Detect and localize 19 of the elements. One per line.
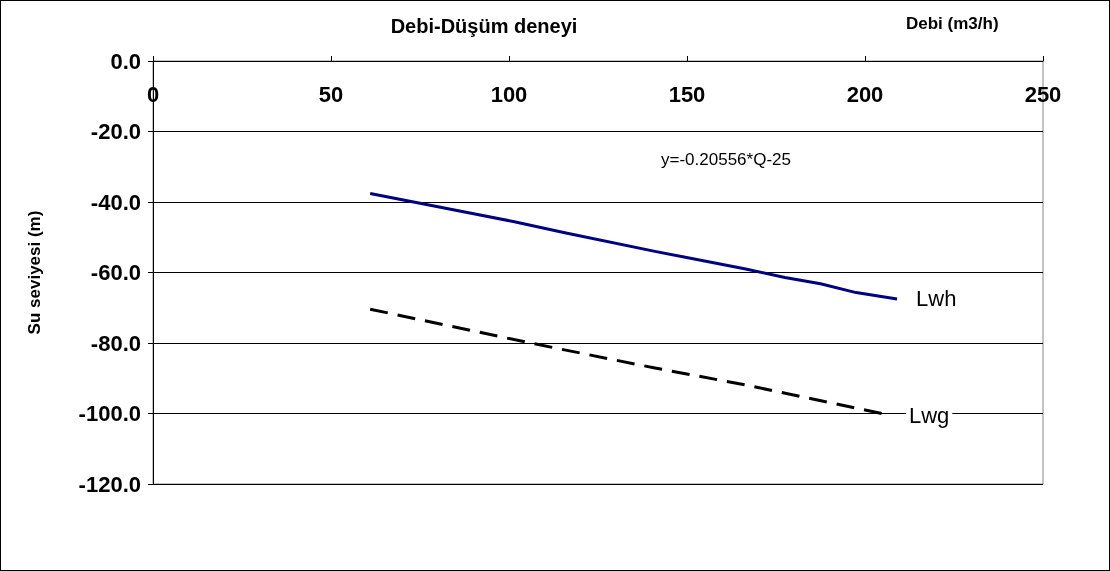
y-axis-title: Su seviyesi (m) (25, 210, 44, 335)
x-tick-label: 150 (668, 81, 706, 107)
y-tick-label: -80.0 (90, 330, 141, 356)
series-label: Lwh (916, 286, 957, 312)
line-series (368, 192, 899, 301)
y-tick-label: -40.0 (90, 189, 141, 215)
x-tick-label: 200 (846, 81, 884, 107)
annotation: y=-0.20556*Q-25 (661, 150, 791, 169)
y-tick-label: -20.0 (90, 119, 141, 144)
y-tick-label: -60.0 (90, 260, 141, 285)
x-tick-label: 250 (1024, 81, 1062, 107)
series-label: Lwg (908, 402, 950, 428)
chart-title: Debi-Düşüm deneyi (390, 15, 578, 37)
y-tick-label: -100.0 (78, 401, 141, 426)
x-axis-title: Debi (m3/h) (906, 14, 999, 33)
x-tick-label: 100 (490, 81, 528, 107)
y-tick-label: -120.0 (78, 471, 141, 497)
y-tick-label: 0.0 (110, 48, 141, 74)
x-tick-label: 50 (318, 81, 344, 107)
